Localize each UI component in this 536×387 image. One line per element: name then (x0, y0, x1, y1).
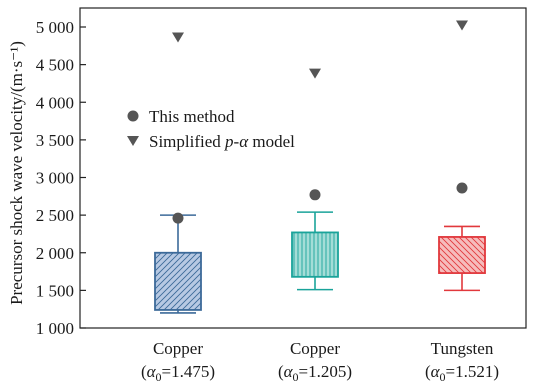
category-name: Tungsten (431, 339, 494, 358)
legend: This method Simplified p-α model (127, 107, 295, 151)
category-name: Copper (153, 339, 203, 358)
category-name: Copper (290, 339, 340, 358)
y-axis-title: Precursor shock wave velocity/(m·s⁻¹) (7, 41, 26, 305)
simplified-model-point (456, 20, 468, 30)
this-method-point (457, 183, 468, 194)
x-axis-category-labels: Copper (α0=1.475) Copper (α0=1.205) Tungsten… (141, 339, 499, 384)
box-body (439, 237, 485, 273)
box-series (155, 212, 485, 313)
simplified-model-point (172, 33, 184, 43)
legend-triangle-marker (127, 136, 139, 146)
y-tick-label: 2 000 (36, 244, 74, 263)
box-1 (155, 215, 201, 313)
y-tick-label: 4 500 (36, 56, 74, 75)
legend-label-this-method: This method (149, 107, 235, 126)
y-tick-label: 1 000 (36, 319, 74, 338)
y-tick-label: 1 500 (36, 281, 74, 300)
y-axis-ticks: 1 000 1 500 2 000 2 500 3 000 3 500 4 000 4 500… (36, 18, 86, 338)
plot-area-frame (80, 8, 526, 328)
y-tick-label: 3 000 (36, 169, 74, 188)
legend-label-simplified-model: Simplified p-α model (149, 132, 295, 151)
legend-circle-marker (128, 111, 139, 122)
y-tick-label: 5 000 (36, 18, 74, 37)
y-tick-label: 3 500 (36, 131, 74, 150)
box-2 (292, 212, 338, 290)
y-tick-label: 4 000 (36, 93, 74, 112)
this-method-point (173, 213, 184, 224)
box-3 (439, 226, 485, 290)
simplified-model-point (309, 69, 321, 79)
box-body (155, 253, 201, 310)
box-body (292, 232, 338, 276)
this-method-point (310, 189, 321, 200)
category-parameter: (α0=1.521) (425, 362, 499, 384)
category-parameter: (α0=1.205) (278, 362, 352, 384)
category-parameter: (α0=1.475) (141, 362, 215, 384)
y-tick-label: 2 500 (36, 206, 74, 225)
y-axis-label: Precursor shock wave velocity/(m·s⁻¹) (7, 41, 26, 305)
